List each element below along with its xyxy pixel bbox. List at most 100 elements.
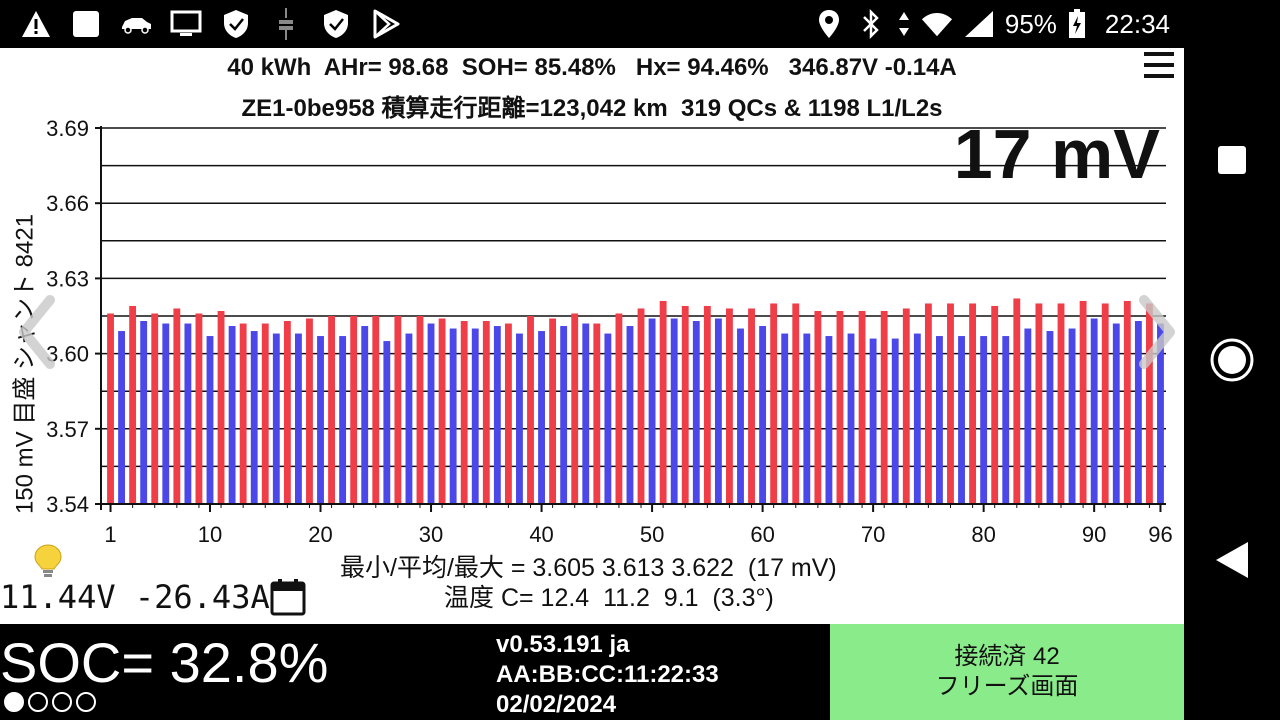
cell-bar (416, 316, 424, 504)
y-tick-label: 3.66 (46, 191, 89, 216)
clock: 22:34 (1104, 8, 1170, 39)
cell-bar (294, 333, 302, 504)
back-button[interactable] (1208, 536, 1256, 584)
vehicle-info-line: ZE1-0be958 積算走行距離=123,042 km 319 QCs & 1… (241, 95, 943, 122)
freeze-screen-label: フリーズ画面 (935, 673, 1079, 700)
cell-bar (1123, 300, 1131, 504)
cell-bar (571, 313, 579, 504)
cell-bar (283, 321, 291, 504)
battery-percent: 95% (1004, 8, 1057, 39)
cell-bar (228, 326, 236, 504)
wifi-icon (921, 8, 953, 40)
car-icon (120, 8, 152, 40)
cell-bar (493, 326, 501, 504)
cell-bar (504, 323, 512, 504)
cell-bar (560, 326, 568, 504)
cell-bar (615, 313, 623, 504)
cell-bar (527, 316, 534, 504)
cell-bar (1013, 298, 1021, 504)
chart-axes (95, 126, 1166, 512)
cell-bar (825, 336, 833, 504)
cell-bar (1079, 300, 1087, 504)
x-tick-label: 10 (198, 522, 222, 547)
cell-bar (1101, 303, 1109, 504)
home-icon (1210, 338, 1254, 382)
cell-bar (140, 321, 148, 504)
cell-bar (151, 313, 159, 504)
x-tick-label: 96 (1148, 522, 1172, 547)
cell-bar (737, 328, 744, 504)
status-bar: 95% 22:34 (0, 0, 1280, 48)
cell-bar (991, 305, 999, 504)
app-version: v0.53.191 ja (496, 631, 630, 658)
cell-bar (836, 310, 844, 504)
page-indicator (4, 692, 96, 712)
cell-bar (317, 336, 324, 504)
main-panel: 40 kWh AHr= 98.68 SOH= 85.48% Hx= 94.46%… (0, 48, 1184, 624)
cell-bar (604, 333, 612, 504)
cell-bar (306, 318, 313, 504)
cell-bar (361, 326, 369, 504)
x-tick-label: 20 (308, 522, 332, 547)
cell-bar (328, 316, 335, 504)
battery-icon (1067, 8, 1087, 40)
x-tick-label: 70 (861, 522, 885, 547)
location-icon (813, 8, 845, 40)
y-tick-label: 3.57 (46, 417, 89, 442)
y-tick-label: 3.63 (46, 266, 89, 291)
cell-bar (880, 310, 888, 504)
menu-icon (1144, 52, 1174, 56)
cell-bar (350, 316, 358, 504)
notification-icons (20, 8, 402, 40)
cell-bar (1024, 328, 1032, 504)
x-tick-label: 60 (750, 522, 774, 547)
recents-button[interactable] (1208, 136, 1256, 184)
y-tick-label: 3.54 (46, 492, 89, 517)
calendar-icon[interactable] (270, 578, 306, 616)
home-button[interactable] (1208, 336, 1256, 384)
previous-arrow[interactable] (14, 292, 58, 372)
cell-bar (118, 331, 126, 504)
cell-bar (460, 321, 468, 504)
build-date: 02/02/2024 (496, 691, 617, 718)
cell-bar (173, 308, 181, 504)
cell-bar (1002, 336, 1010, 504)
cell-bar (814, 310, 822, 504)
temperature-readout: 温度 C= 12.4 11.2 9.1 (3.3°) (444, 584, 774, 612)
cell-bar (438, 318, 446, 504)
usb-icon (270, 8, 302, 40)
shield-icon (320, 8, 352, 40)
connection-status-button[interactable]: 接続済 42 フリーズ画面 (830, 624, 1184, 720)
bluetooth-icon (855, 8, 887, 40)
cell-bar (1112, 323, 1120, 504)
cell-bar (681, 305, 689, 504)
cell-bar (482, 321, 490, 504)
chart-bars (107, 298, 1164, 504)
lightbulb-icon[interactable] (34, 544, 62, 578)
shield-icon (220, 8, 252, 40)
x-tick-label: 80 (971, 522, 995, 547)
cell-bar (582, 323, 590, 504)
cell-bar (383, 341, 391, 504)
cell-bar (394, 316, 402, 504)
cell-bar (659, 300, 667, 504)
next-arrow[interactable] (1136, 292, 1180, 372)
cell-bar (195, 313, 203, 504)
cell-bar (670, 318, 678, 504)
device-mac: AA:BB:CC:11:22:33 (496, 661, 719, 688)
cell-bar (969, 303, 977, 504)
cell-bar (637, 308, 645, 504)
page-dot (52, 692, 72, 712)
version-info: v0.53.191 ja AA:BB:CC:11:22:33 02/02/202… (496, 630, 719, 720)
cell-bar (781, 333, 789, 504)
cell-bar (593, 323, 601, 504)
cell-voltage-chart: 3.693.663.633.603.573.541 10 20 30 40 50 60 70 8… (46, 116, 1173, 547)
x-tick-label: 50 (640, 522, 664, 547)
cell-bar (549, 318, 557, 504)
cell-stats: 最小/平均/最大 = 3.605 3.613 3.622 (17 mV) (340, 554, 837, 582)
menu-button[interactable] (1144, 52, 1174, 78)
cell-bar (692, 321, 700, 504)
x-tick-label: 1 (104, 522, 116, 547)
page-dot (76, 692, 96, 712)
cell-bar (980, 336, 988, 504)
